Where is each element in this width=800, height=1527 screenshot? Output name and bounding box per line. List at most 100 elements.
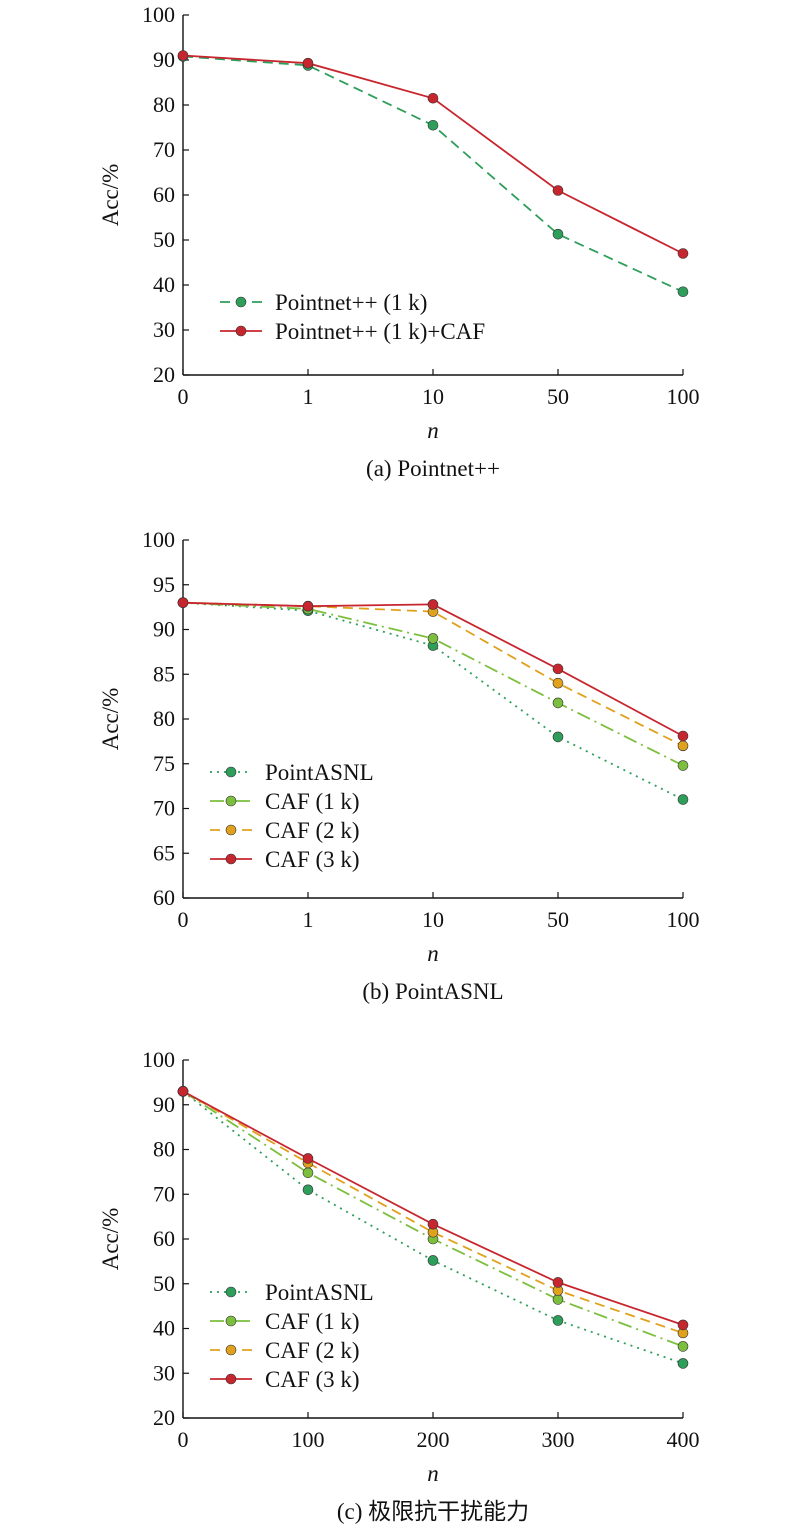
series-line-1 bbox=[182, 601, 684, 801]
y-tick-label: 30 bbox=[153, 317, 175, 342]
data-point bbox=[427, 633, 439, 644]
x-tick-label: 0 bbox=[178, 384, 189, 409]
data-point bbox=[177, 597, 189, 608]
x-tick-label: 0 bbox=[178, 907, 189, 932]
y-axis-label: Acc/% bbox=[98, 164, 123, 227]
x-tick-label: 1 bbox=[303, 907, 314, 932]
x-tick-label: 100 bbox=[667, 384, 700, 409]
y-tick-label: 40 bbox=[153, 272, 175, 297]
legend-label: CAF (2 k) bbox=[265, 818, 360, 843]
chart-panel-1: 20 30 40 50 60 70 80 90 100 0 1 10 50 100 n Acc/% (a) Po… bbox=[98, 2, 700, 481]
legend-label: CAF (1 k) bbox=[265, 1309, 360, 1334]
chart-panel-3: 20 30 40 50 60 70 80 90 100 0 100 200 300 400 n Acc/% (c… bbox=[98, 1047, 700, 1524]
y-tick-label: 65 bbox=[153, 840, 175, 865]
x-tick-label: 10 bbox=[422, 384, 444, 409]
legend-label: PointASNL bbox=[265, 760, 374, 785]
y-tick-label: 95 bbox=[153, 572, 175, 597]
chart-caption: (a) Pointnet++ bbox=[366, 456, 500, 481]
legend-marker bbox=[225, 824, 237, 836]
data-point bbox=[552, 228, 564, 240]
x-tick-label: 10 bbox=[422, 907, 444, 932]
data-point bbox=[302, 57, 314, 69]
data-point bbox=[552, 1294, 564, 1305]
x-axis-label: n bbox=[427, 1461, 439, 1486]
x-tick-label: 50 bbox=[547, 384, 569, 409]
data-point bbox=[552, 697, 564, 709]
y-tick-label: 20 bbox=[153, 1405, 175, 1430]
legend-label: CAF (3 k) bbox=[265, 847, 360, 872]
x-axis-label: n bbox=[427, 941, 439, 966]
series-line-2 bbox=[182, 601, 684, 767]
y-tick-label: 60 bbox=[153, 182, 175, 207]
y-tick-label: 30 bbox=[153, 1360, 175, 1385]
data-point bbox=[677, 1358, 689, 1369]
data-point bbox=[552, 185, 564, 196]
y-tick-label: 100 bbox=[142, 1047, 175, 1072]
data-point bbox=[677, 286, 689, 298]
legend-marker bbox=[225, 1315, 237, 1327]
legend-label: Pointnet++ (1 k)+CAF bbox=[275, 319, 485, 344]
data-point bbox=[427, 1255, 439, 1266]
series-line-2 bbox=[182, 1090, 684, 1348]
y-tick-label: 50 bbox=[153, 227, 175, 252]
y-tick-label: 85 bbox=[153, 661, 175, 686]
y-tick-label: 90 bbox=[153, 47, 175, 72]
y-tick-label: 50 bbox=[153, 1271, 175, 1296]
data-point bbox=[677, 248, 689, 259]
x-axis-label: n bbox=[427, 418, 439, 443]
data-point bbox=[177, 1086, 189, 1097]
data-point bbox=[677, 1341, 689, 1352]
x-tick-label: 100 bbox=[292, 1427, 325, 1452]
y-axis-label: Acc/% bbox=[98, 688, 123, 751]
y-tick-label: 60 bbox=[153, 1226, 175, 1251]
data-point bbox=[552, 1315, 564, 1326]
y-tick-label: 90 bbox=[153, 1092, 175, 1117]
data-point bbox=[427, 599, 439, 610]
data-point bbox=[302, 600, 314, 612]
x-tick-label: 100 bbox=[667, 907, 700, 932]
y-tick-label: 60 bbox=[153, 885, 175, 910]
series-line-1 bbox=[182, 55, 684, 293]
series-line-2 bbox=[182, 54, 684, 255]
data-point bbox=[552, 731, 564, 743]
legend-label: CAF (2 k) bbox=[265, 1338, 360, 1363]
data-point bbox=[552, 677, 564, 689]
x-tick-label: 50 bbox=[547, 907, 569, 932]
series-line-4 bbox=[182, 1090, 684, 1326]
data-point bbox=[427, 1218, 439, 1230]
legend-marker bbox=[225, 853, 237, 865]
series-line-4 bbox=[182, 601, 684, 737]
data-point bbox=[677, 730, 689, 742]
y-tick-label: 80 bbox=[153, 1137, 175, 1162]
data-point bbox=[552, 1277, 564, 1288]
legend-marker bbox=[235, 296, 247, 308]
data-point bbox=[302, 1153, 314, 1164]
legend-marker bbox=[225, 1286, 237, 1298]
data-point bbox=[552, 663, 564, 675]
data-point bbox=[302, 1184, 314, 1196]
series-line-3 bbox=[182, 601, 684, 747]
y-tick-label: 100 bbox=[142, 527, 175, 552]
legend-label: Pointnet++ (1 k) bbox=[275, 290, 427, 315]
data-point bbox=[177, 50, 189, 61]
chart-panel-2: 60 65 70 75 80 85 90 95 100 0 1 10 50 100 n Acc/% (b) Po… bbox=[98, 527, 700, 1004]
y-tick-label: 100 bbox=[142, 2, 175, 27]
data-point bbox=[427, 92, 439, 104]
y-tick-label: 70 bbox=[153, 796, 175, 821]
legend-marker bbox=[225, 1373, 237, 1385]
legend-marker bbox=[225, 795, 237, 807]
data-point bbox=[427, 119, 439, 131]
data-point bbox=[677, 760, 689, 771]
y-axis-label: Acc/% bbox=[98, 1208, 123, 1271]
chart-caption: (b) PointASNL bbox=[362, 979, 503, 1004]
y-tick-label: 20 bbox=[153, 362, 175, 387]
x-tick-label: 200 bbox=[417, 1427, 450, 1452]
x-tick-label: 300 bbox=[542, 1427, 575, 1452]
data-point bbox=[677, 794, 689, 805]
x-tick-label: 0 bbox=[178, 1427, 189, 1452]
legend-label: PointASNL bbox=[265, 1280, 374, 1305]
series-line-3 bbox=[182, 1090, 684, 1334]
x-tick-label: 1 bbox=[303, 384, 314, 409]
y-tick-label: 90 bbox=[153, 617, 175, 642]
